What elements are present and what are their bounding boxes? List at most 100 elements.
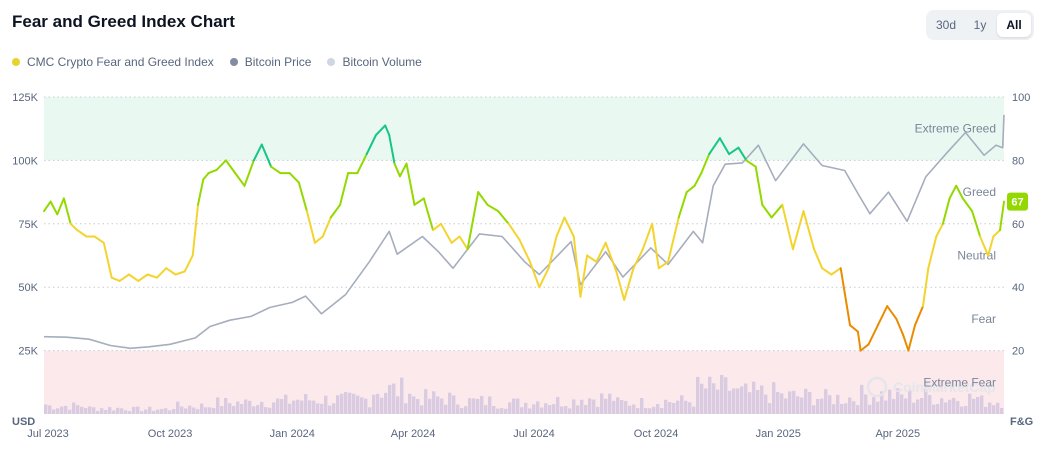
fear-greed-segment bbox=[907, 324, 916, 352]
volume-bar bbox=[460, 408, 464, 414]
fear-greed-segment bbox=[999, 200, 1005, 232]
fear-greed-segment bbox=[118, 273, 130, 282]
x-axis-tick-label: Apr 2024 bbox=[391, 428, 436, 440]
volume-bar bbox=[328, 405, 332, 414]
fear-greed-segment bbox=[518, 238, 531, 263]
fear-greed-segment bbox=[146, 273, 158, 279]
volume-bar bbox=[584, 405, 588, 414]
range-tab-all[interactable]: All bbox=[997, 13, 1031, 37]
volume-bar bbox=[112, 410, 116, 414]
legend-item-bitcoin-price[interactable]: Bitcoin Price bbox=[229, 55, 311, 69]
legend-item-fear-greed-index[interactable]: CMC Crypto Fear and Greed Index bbox=[12, 55, 214, 69]
volume-bar bbox=[136, 406, 140, 414]
volume-bar bbox=[952, 397, 956, 414]
fear-greed-segment bbox=[174, 270, 186, 276]
volume-bar bbox=[936, 404, 940, 414]
zone-label-extreme-fear: Extreme Fear bbox=[923, 375, 996, 389]
fear-greed-segment bbox=[234, 172, 246, 187]
volume-bar bbox=[956, 401, 960, 414]
volume-bar bbox=[568, 408, 572, 414]
volume-bar bbox=[588, 398, 592, 414]
right-axis-unit-label: F&G bbox=[1010, 416, 1033, 428]
volume-bar bbox=[504, 408, 508, 414]
volume-bar bbox=[292, 400, 296, 414]
volume-bar bbox=[720, 374, 724, 414]
volume-bar bbox=[856, 405, 860, 414]
volume-bar bbox=[608, 393, 612, 414]
fear-greed-segment bbox=[895, 317, 905, 336]
legend-dot-icon bbox=[327, 58, 336, 66]
left-axis-tick-label: 75K bbox=[18, 219, 38, 231]
volume-bar bbox=[648, 408, 652, 414]
fear-greed-segment bbox=[393, 162, 401, 178]
volume-bar bbox=[788, 391, 792, 414]
fear-greed-segment bbox=[538, 267, 550, 289]
volume-bar bbox=[636, 408, 640, 414]
watermark-logo-icon bbox=[866, 376, 888, 398]
fear-greed-segment bbox=[110, 276, 121, 282]
volume-bar bbox=[964, 405, 968, 414]
volume-bar bbox=[132, 406, 136, 414]
range-tab-30d[interactable]: 30d bbox=[935, 18, 957, 32]
range-tab-1y[interactable]: 1y bbox=[973, 18, 987, 32]
volume-bar bbox=[468, 398, 472, 414]
volume-bar bbox=[236, 401, 240, 414]
fear-greed-segment bbox=[961, 197, 974, 213]
legend-item-bitcoin-volume[interactable]: Bitcoin Volume bbox=[327, 55, 422, 69]
left-axis-tick-label: 125K bbox=[12, 92, 38, 104]
fear-greed-segment bbox=[365, 134, 377, 156]
volume-bar bbox=[412, 396, 416, 414]
volume-bar bbox=[280, 399, 284, 414]
volume-bar bbox=[512, 398, 516, 414]
bitcoin-price-line bbox=[43, 114, 1005, 350]
watermark-text: CoinMarketCap bbox=[893, 379, 996, 395]
volume-bar bbox=[444, 404, 448, 414]
volume-bar bbox=[940, 398, 944, 414]
volume-bar bbox=[416, 399, 420, 414]
volume-bar bbox=[104, 409, 108, 414]
volume-bar bbox=[580, 399, 584, 414]
volume-bar bbox=[716, 389, 720, 414]
fear-greed-segment bbox=[971, 210, 982, 238]
right-axis-tick-label: 100 bbox=[1012, 92, 1030, 104]
volume-bar bbox=[656, 404, 660, 414]
volume-bar bbox=[864, 394, 868, 414]
fear-greed-segment bbox=[948, 184, 958, 200]
volume-bar bbox=[880, 391, 884, 414]
volume-bar bbox=[796, 396, 800, 414]
right-axis-tick-label: 60 bbox=[1012, 219, 1024, 231]
fear-greed-segment bbox=[497, 210, 510, 225]
fear-greed-segment bbox=[987, 235, 995, 257]
fear-greed-segment bbox=[700, 153, 711, 175]
volume-bar bbox=[984, 406, 988, 414]
x-axis-tick-label: Oct 2024 bbox=[634, 428, 679, 440]
volume-bar bbox=[156, 409, 160, 414]
fear-greed-segment bbox=[886, 305, 898, 320]
volume-bar bbox=[144, 409, 148, 414]
volume-bar bbox=[860, 384, 864, 414]
fear-greed-segment bbox=[458, 235, 469, 251]
volume-bar bbox=[308, 400, 312, 414]
volume-bar bbox=[372, 394, 376, 414]
volume-bar bbox=[652, 406, 656, 414]
volume-bar bbox=[204, 407, 208, 414]
volume-bar bbox=[484, 405, 488, 414]
volume-bar bbox=[496, 408, 500, 414]
legend-dot-icon bbox=[12, 58, 20, 66]
volume-bar bbox=[876, 401, 880, 414]
fear-greed-segment bbox=[215, 159, 227, 171]
volume-bar bbox=[264, 407, 268, 414]
fear-greed-segment bbox=[821, 267, 833, 276]
volume-bar bbox=[736, 388, 740, 414]
fear-greed-segment bbox=[761, 203, 773, 219]
fear-greed-segment bbox=[667, 216, 680, 263]
fear-greed-segment bbox=[260, 143, 273, 168]
fear-greed-segment bbox=[802, 210, 816, 251]
fear-greed-segment bbox=[641, 222, 654, 251]
volume-bar bbox=[820, 398, 824, 414]
volume-bar bbox=[664, 399, 668, 414]
volume-bar bbox=[516, 398, 520, 414]
volume-bar bbox=[200, 403, 204, 414]
fear-greed-segment bbox=[632, 248, 644, 270]
